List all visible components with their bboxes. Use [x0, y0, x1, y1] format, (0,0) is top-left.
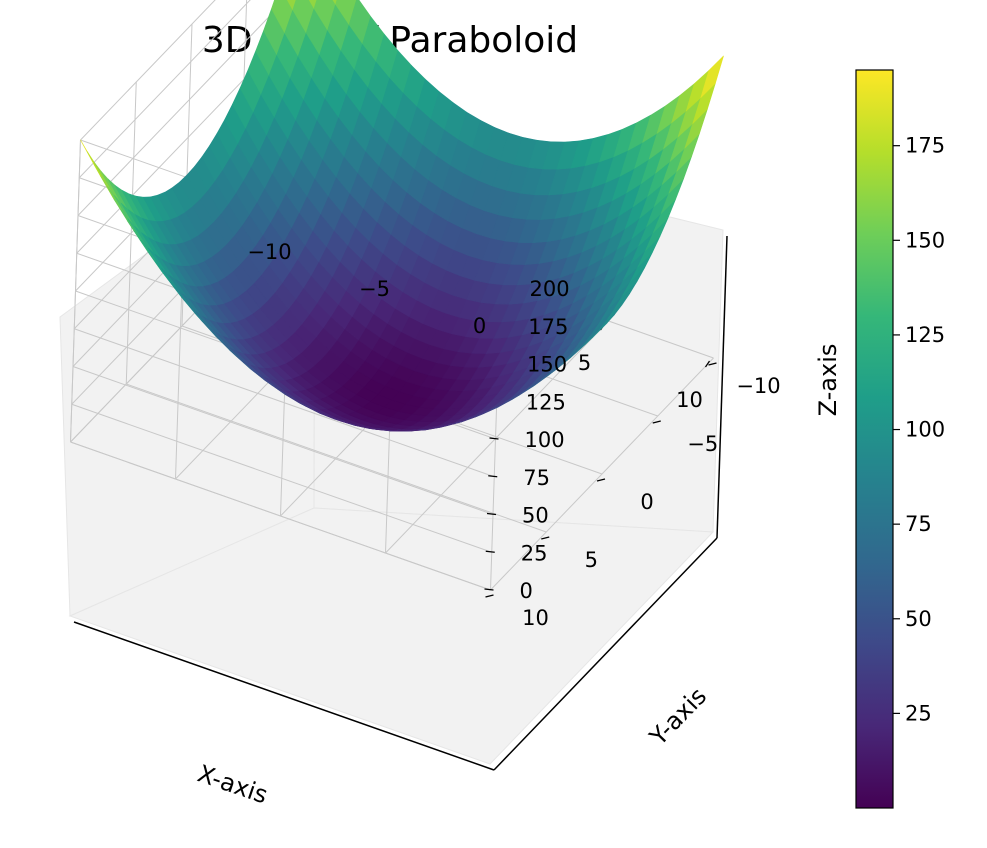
y-tick-label: −10 — [736, 374, 780, 398]
z-tick-label: 25 — [521, 541, 548, 565]
axis-lines — [73, 235, 728, 771]
z-tick-label: 100 — [525, 428, 565, 452]
y-tick — [541, 536, 550, 540]
y-tick — [596, 478, 606, 482]
y-tick — [708, 362, 717, 366]
y-tick-label: 5 — [585, 548, 598, 572]
z-tick — [485, 550, 495, 553]
z-tick-label: 175 — [528, 315, 568, 339]
grid-line-z — [77, 0, 286, 216]
z-tick-label: 150 — [527, 353, 567, 377]
z-axis-label: Z-axis — [814, 344, 842, 417]
x-tick-label: −10 — [247, 240, 291, 264]
colorbar-tick-label: 175 — [905, 134, 945, 158]
z-tick-label: 125 — [526, 390, 566, 414]
paraboloid-surface — [80, 0, 724, 432]
surface-patch — [700, 55, 724, 98]
z-tick — [489, 437, 499, 440]
z-tick — [488, 475, 498, 478]
colorbar-tick-label: 75 — [905, 512, 932, 536]
y-tick-labels: −10 −5 0 5 10 — [522, 374, 781, 630]
x-tick — [705, 360, 710, 368]
grid-line-z — [78, 0, 251, 179]
y-tick-label: −5 — [687, 432, 718, 456]
z-tick-label: 75 — [523, 466, 550, 490]
z-tick — [484, 588, 494, 591]
colorbar-tick-label: 150 — [905, 228, 945, 252]
grid-line-y — [126, 383, 547, 533]
colorbar: 25 50 75 100 125 150 175 — [855, 69, 945, 809]
grid-line-z — [72, 366, 494, 515]
y-tick — [652, 420, 661, 424]
colorbar-ticks: 25 50 75 100 125 150 175 — [893, 134, 945, 725]
z-tick-label: 50 — [522, 504, 549, 528]
colorbar-gradient — [855, 69, 894, 809]
x-tick-labels: −10 −5 0 5 10 — [247, 240, 703, 412]
x-tick-label: −5 — [359, 277, 390, 301]
y-axis-label: Y-axis — [644, 682, 712, 751]
z-tick-label: 0 — [520, 579, 533, 603]
grid-line-z — [74, 328, 495, 478]
y-tick-label: 0 — [640, 490, 653, 514]
x-tick-label: 10 — [676, 388, 703, 412]
x-axis-label: X-axis — [194, 759, 271, 809]
floor-pane — [68, 507, 715, 765]
z-tick-label: 200 — [530, 277, 570, 301]
x-axis-line — [73, 621, 495, 771]
z-tick — [486, 512, 497, 516]
z-tick-labels: 0 25 50 75 100 125 150 175 200 — [520, 277, 570, 603]
colorbar-tick-label: 125 — [905, 323, 945, 347]
x-tick-label: 5 — [578, 351, 591, 375]
grid-line-z — [71, 403, 492, 553]
x-tick-label: 0 — [473, 314, 486, 338]
y-tick — [485, 594, 494, 598]
y-tick-label: 10 — [522, 606, 549, 630]
grid-line-z — [70, 441, 491, 591]
z-axis-line — [716, 235, 728, 539]
grid-line-z — [80, 0, 216, 141]
colorbar-tick-label: 100 — [905, 418, 945, 442]
colorbar-tick-label: 50 — [905, 607, 932, 631]
y-axis-line — [493, 537, 718, 771]
colorbar-tick-label: 25 — [905, 701, 932, 725]
